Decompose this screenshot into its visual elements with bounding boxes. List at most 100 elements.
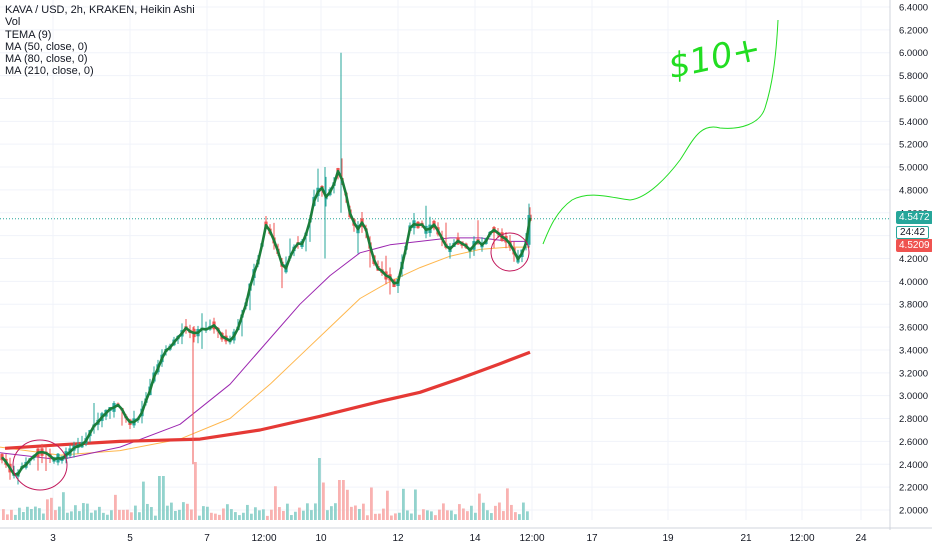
y-tick-label: 3.6000 bbox=[899, 323, 928, 334]
volume-bar bbox=[250, 513, 253, 520]
y-tick-label: 3.4000 bbox=[899, 345, 928, 356]
y-tick-label: 2.4000 bbox=[899, 460, 928, 471]
y-tick-label: 6.2000 bbox=[899, 25, 928, 36]
volume-bar bbox=[478, 493, 481, 520]
x-tick-label: 12:00 bbox=[251, 533, 276, 544]
volume-bar bbox=[166, 505, 169, 520]
indicator-ma210[interactable]: MA (210, close, 0) bbox=[5, 65, 94, 78]
volume-bar bbox=[130, 512, 133, 520]
volume-bar bbox=[514, 512, 517, 520]
x-tick-label: 12:00 bbox=[789, 533, 814, 544]
volume-bar bbox=[314, 503, 317, 520]
volume-bar bbox=[30, 509, 33, 520]
volume-bar bbox=[378, 513, 381, 520]
volume-bar bbox=[346, 489, 349, 520]
volume-bar bbox=[90, 512, 93, 520]
y-tick-label: 5.6000 bbox=[899, 94, 928, 105]
y-tick-label: 6.0000 bbox=[899, 48, 928, 59]
y-tick-label: 5.4000 bbox=[899, 117, 928, 128]
volume-bar bbox=[10, 509, 13, 520]
volume-bar bbox=[334, 503, 337, 520]
volume-bar bbox=[466, 511, 469, 520]
volume-bar bbox=[206, 506, 209, 520]
volume-bar bbox=[482, 502, 485, 520]
y-tick-label: 5.8000 bbox=[899, 71, 928, 82]
candle-body bbox=[0, 454, 4, 461]
ma210-line bbox=[4, 350, 531, 450]
volume-bar bbox=[526, 511, 529, 520]
volume-bar bbox=[398, 512, 401, 520]
last-price-label: 4.5472 bbox=[896, 211, 932, 224]
projection-curve bbox=[542, 19, 779, 245]
volume-bar bbox=[94, 510, 97, 520]
chart-title[interactable]: KAVA / USD, 2h, KRAKEN, Heikin Ashi bbox=[5, 4, 195, 16]
volume-bars bbox=[2, 458, 529, 520]
y-tick-label: 4.0000 bbox=[899, 277, 928, 288]
volume-bar bbox=[50, 497, 53, 520]
volume-bar bbox=[234, 512, 237, 520]
volume-bar bbox=[402, 488, 405, 520]
y-tick-label: 3.2000 bbox=[899, 368, 928, 379]
volume-bar bbox=[358, 508, 361, 520]
volume-bar bbox=[434, 515, 437, 520]
volume-bar bbox=[286, 503, 289, 520]
indicator-vol[interactable]: Vol bbox=[5, 16, 21, 29]
y-tick-label: 2.6000 bbox=[899, 437, 928, 448]
volume-bar bbox=[186, 503, 189, 520]
x-tick-label: 10 bbox=[315, 533, 327, 544]
volume-bar bbox=[98, 506, 101, 520]
volume-bar bbox=[22, 512, 25, 520]
y-tick-label: 2.8000 bbox=[899, 414, 928, 425]
volume-bar bbox=[146, 503, 149, 520]
indicator-tema[interactable]: TEMA (9) bbox=[5, 28, 52, 41]
volume-bar bbox=[174, 510, 177, 520]
volume-bar bbox=[254, 507, 257, 520]
volume-bar bbox=[78, 511, 81, 520]
indicator-ma50[interactable]: MA (50, close, 0) bbox=[5, 40, 88, 53]
volume-bar bbox=[430, 511, 433, 520]
y-tick-label: 2.2000 bbox=[899, 483, 928, 494]
volume-bar bbox=[374, 513, 377, 520]
volume-bar bbox=[262, 509, 265, 520]
indicator-ma80[interactable]: MA (80, close, 0) bbox=[5, 53, 88, 66]
volume-bar bbox=[446, 510, 449, 520]
y-tick-label: 4.2000 bbox=[899, 254, 928, 265]
volume-bar bbox=[298, 507, 301, 520]
volume-bar bbox=[406, 510, 409, 520]
x-tick-label: 19 bbox=[662, 533, 674, 544]
volume-bar bbox=[74, 505, 77, 520]
volume-bar bbox=[266, 515, 269, 520]
volume-bar bbox=[322, 482, 325, 520]
volume-bar bbox=[202, 506, 205, 520]
volume-bar bbox=[414, 489, 417, 520]
circle-annotation-left bbox=[12, 439, 68, 491]
volume-bar bbox=[82, 503, 85, 520]
y-tick-label: 3.8000 bbox=[899, 300, 928, 311]
volume-bar bbox=[342, 480, 345, 520]
volume-bar bbox=[394, 513, 397, 520]
volume-bar bbox=[210, 512, 213, 520]
volume-bar bbox=[318, 458, 321, 520]
volume-bar bbox=[138, 512, 141, 520]
volume-bar bbox=[450, 510, 453, 520]
volume-bar bbox=[246, 504, 249, 520]
volume-bar bbox=[382, 508, 385, 520]
volume-bar bbox=[490, 513, 493, 520]
volume-bar bbox=[426, 510, 429, 520]
volume-bar bbox=[46, 499, 49, 520]
secondary-price-label: 4.5209 bbox=[896, 239, 932, 252]
y-tick-label: 4.8000 bbox=[899, 185, 928, 196]
volume-bar bbox=[362, 503, 365, 520]
volume-bar bbox=[390, 515, 393, 520]
y-tick-label: 2.0000 bbox=[899, 506, 928, 517]
volume-bar bbox=[438, 509, 441, 520]
volume-bar bbox=[170, 502, 173, 520]
volume-bar bbox=[418, 514, 421, 520]
volume-bar bbox=[474, 512, 477, 520]
volume-bar bbox=[326, 510, 329, 520]
volume-bar bbox=[86, 503, 89, 520]
